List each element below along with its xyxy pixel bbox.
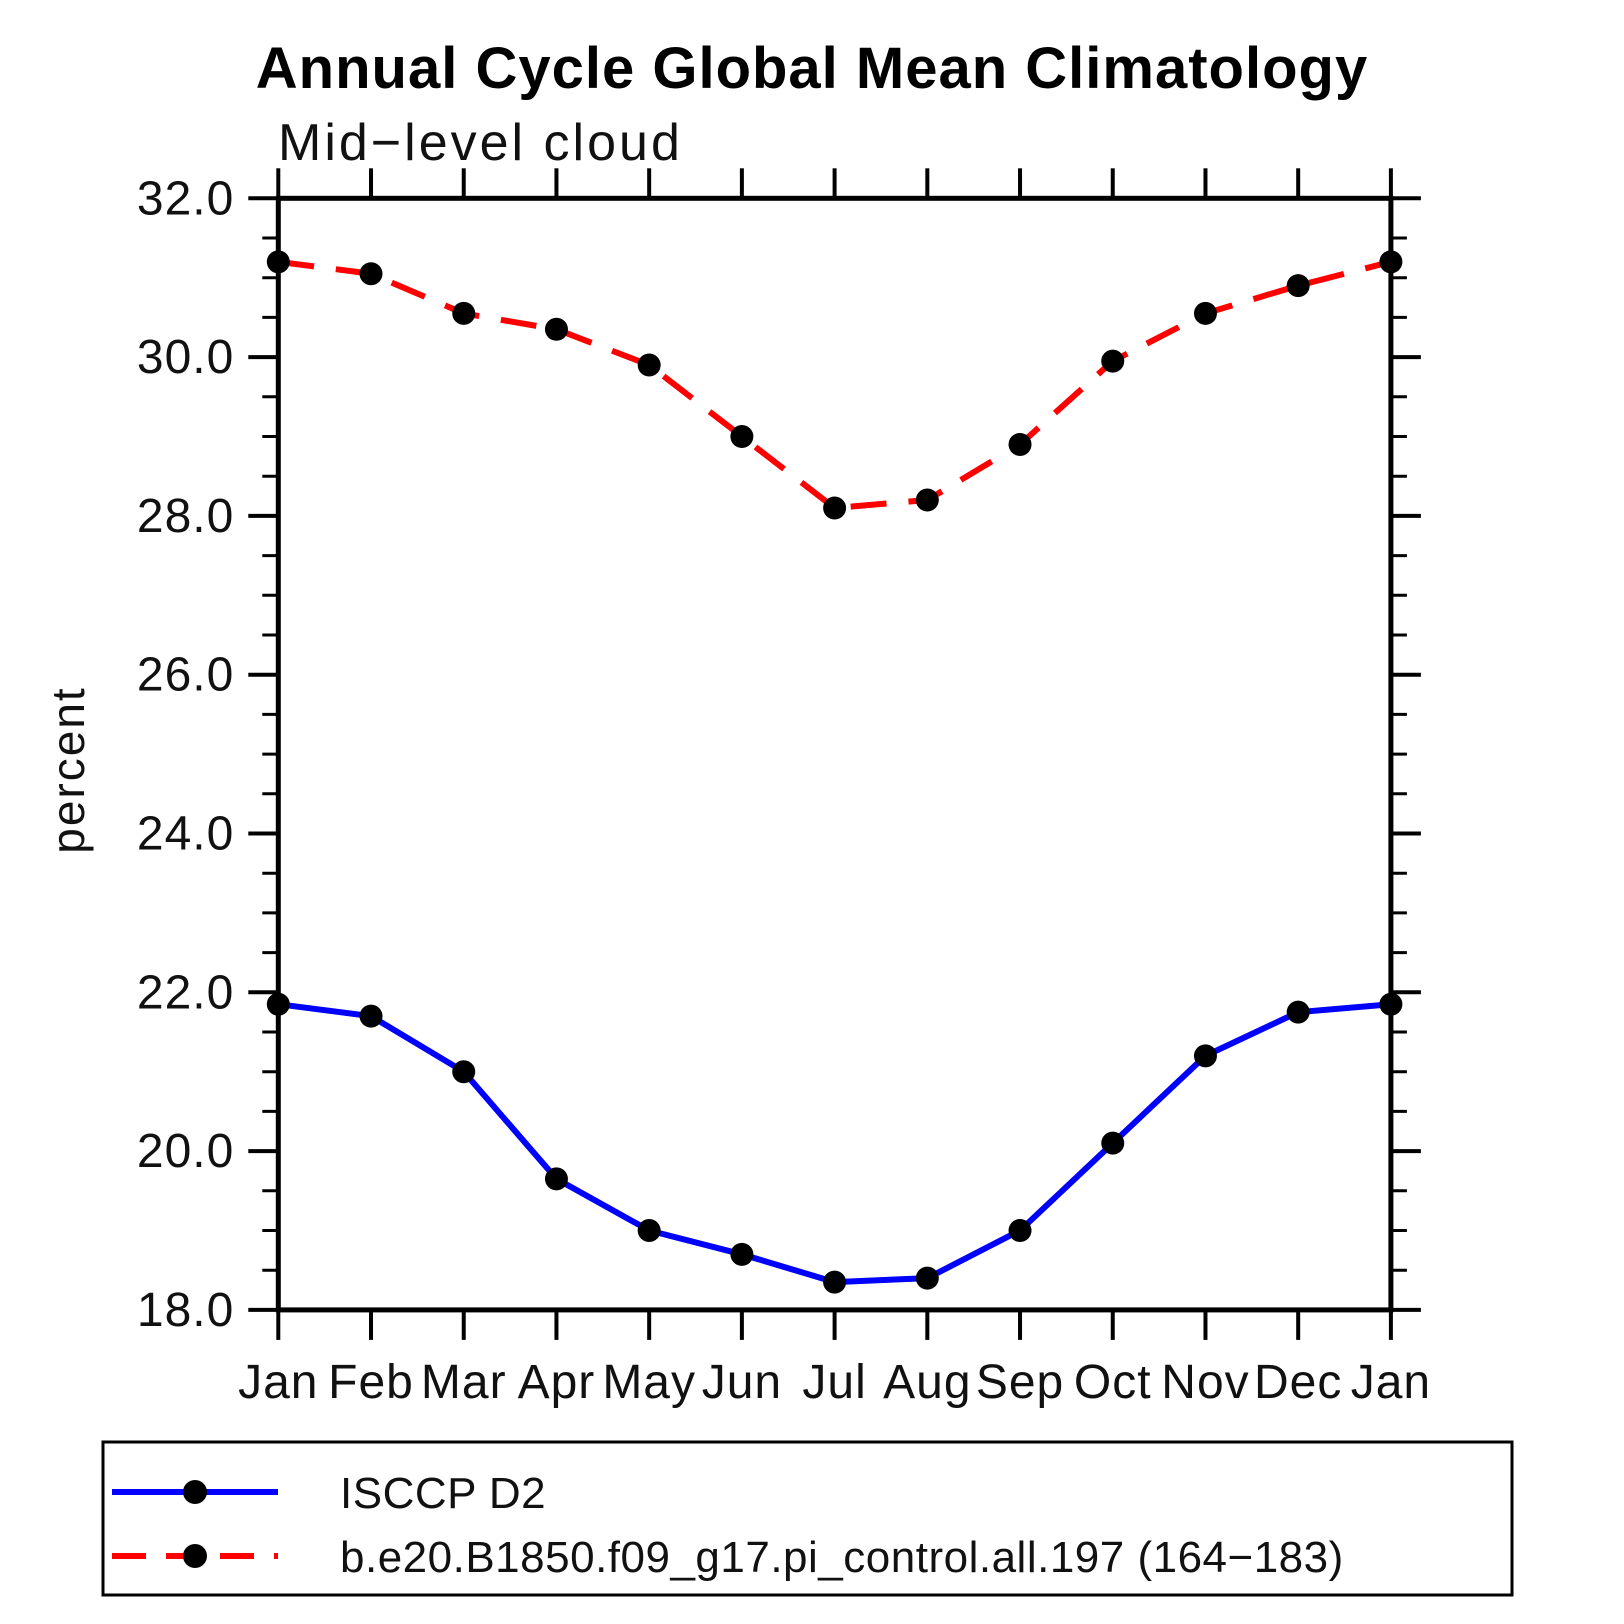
data-point-marker (1286, 274, 1310, 298)
x-tick-label: Mar (421, 1356, 507, 1409)
data-point-marker (637, 1219, 661, 1242)
chart-title: Annual Cycle Global Mean Climatology (256, 36, 1368, 101)
x-tick-label: Oct (1074, 1356, 1152, 1409)
data-point-marker (730, 1242, 754, 1266)
data-point-marker (1101, 349, 1125, 373)
x-tick-label: Nov (1161, 1356, 1249, 1409)
data-point-marker (544, 317, 568, 341)
x-tick-label: May (602, 1356, 696, 1409)
data-point-marker (1379, 250, 1403, 274)
y-tick-label: 26.0 (137, 649, 234, 702)
legend-item-isccp: ISCCP D2 (112, 1469, 546, 1518)
series-line-1 (277, 258, 1392, 512)
x-tick-label: Apr (518, 1356, 596, 1409)
data-point-marker (359, 262, 383, 286)
data-point-marker (359, 1004, 383, 1028)
legend-marker-dot (183, 1544, 207, 1568)
data-point-marker (266, 250, 290, 274)
x-tick-label: Jan (1351, 1356, 1431, 1409)
data-point-marker (730, 425, 754, 448)
data-point-marker (1193, 1044, 1217, 1068)
data-point-marker (452, 301, 476, 325)
plot-frame (275, 195, 1394, 1313)
x-tick-label: Jan (238, 1356, 318, 1409)
x-tick-label: Jun (702, 1356, 782, 1409)
legend-item-model: b.e20.B1850.f09_g17.pi_control.all.197 (… (112, 1533, 1344, 1582)
data-point-marker (1379, 992, 1403, 1016)
legend-box (101, 1440, 1514, 1597)
legend-marker-dot (183, 1480, 207, 1504)
y-tick-label: 24.0 (137, 808, 234, 861)
y-tick-label: 32.0 (137, 172, 234, 225)
x-tick-label: Aug (883, 1356, 971, 1409)
series-line-0 (277, 1001, 1392, 1286)
data-point-marker (915, 1266, 939, 1290)
y-axis-label: percent (42, 686, 94, 853)
y-tick-label: 28.0 (137, 490, 234, 543)
y-tick-label: 30.0 (137, 331, 234, 384)
data-point-marker (1193, 301, 1217, 325)
data-point-marker (637, 353, 661, 377)
x-tick-label: Sep (976, 1356, 1064, 1409)
data-point-marker (1101, 1131, 1125, 1155)
data-point-marker (544, 1167, 568, 1191)
x-tick-label: Feb (328, 1356, 414, 1409)
data-point-marker (915, 488, 939, 512)
data-point-marker (823, 496, 847, 520)
data-point-marker (266, 992, 290, 1016)
chart-subtitle: Mid−level cloud (278, 114, 683, 172)
legend: ISCCP D2 b.e20.B1850.f09_g17.pi_control.… (101, 1440, 1514, 1597)
data-point-marker (1286, 1000, 1310, 1024)
legend-label-model: b.e20.B1850.f09_g17.pi_control.all.197 (… (340, 1533, 1344, 1582)
y-tick-label: 22.0 (137, 966, 234, 1019)
x-tick-label: Dec (1254, 1356, 1342, 1409)
data-point-marker (1008, 1219, 1032, 1242)
data-point-marker (823, 1270, 847, 1294)
x-tick-label: Jul (802, 1356, 866, 1409)
data-point-marker (1008, 432, 1032, 456)
y-tick-label: 20.0 (137, 1125, 234, 1178)
data-point-marker (452, 1060, 476, 1084)
legend-label-isccp: ISCCP D2 (340, 1469, 546, 1518)
y-tick-label: 18.0 (137, 1284, 234, 1337)
